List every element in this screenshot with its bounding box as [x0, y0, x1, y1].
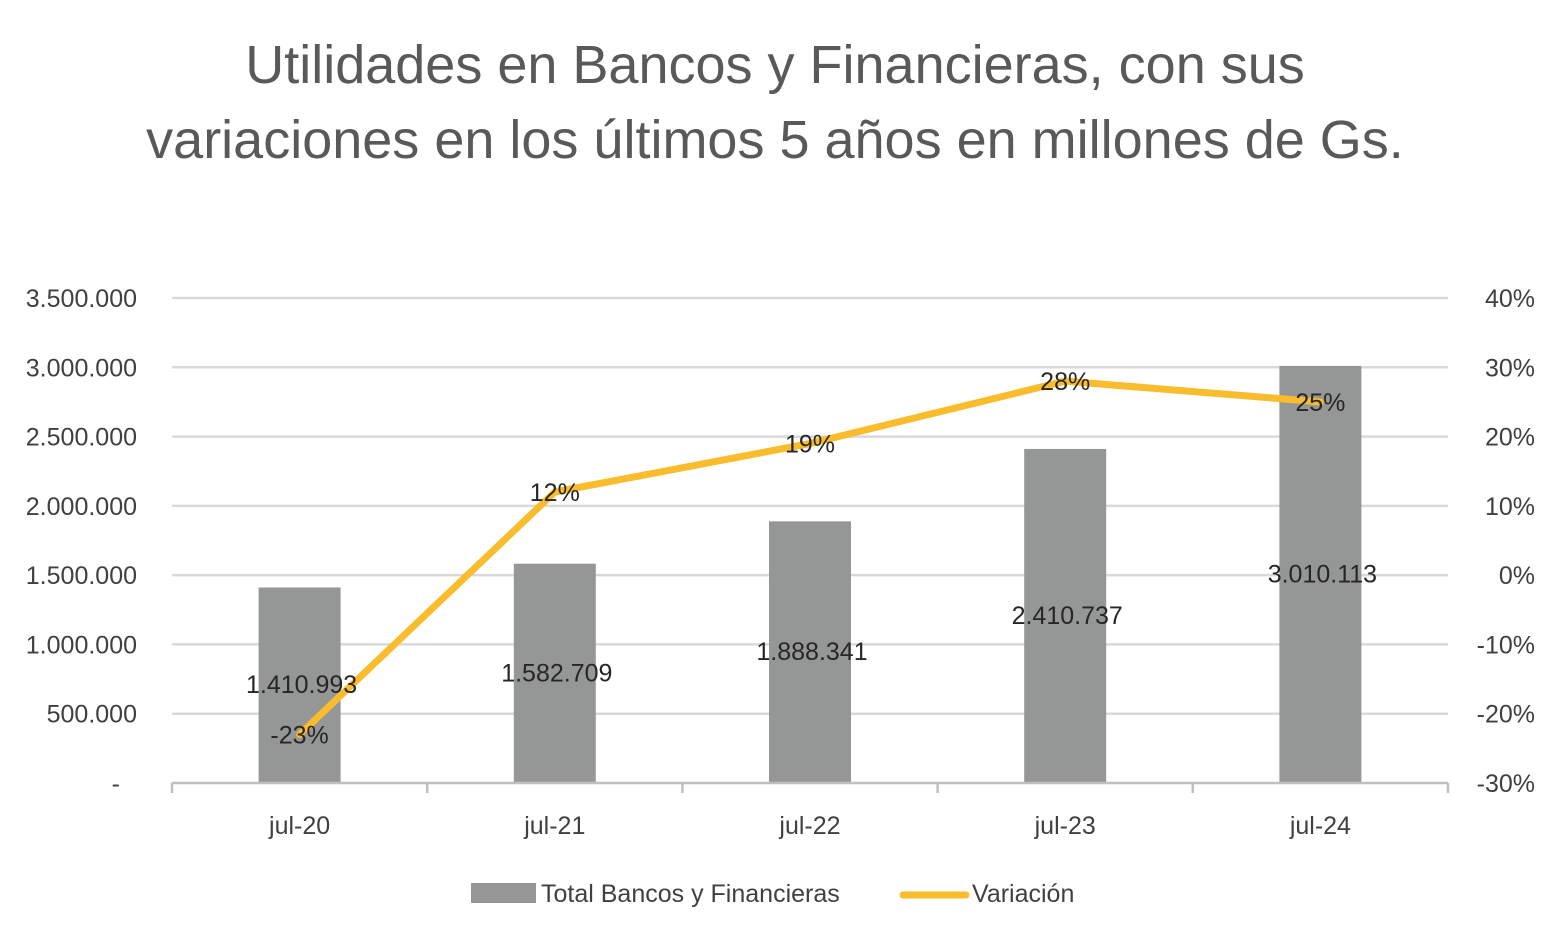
- x-tick-label: jul-20: [268, 812, 330, 840]
- bar-data-label: 3.010.113: [1268, 560, 1377, 588]
- legend-swatch-bars: [471, 883, 536, 903]
- y-left-tick-label: 3.000.000: [26, 354, 137, 382]
- bar: [1024, 448, 1107, 783]
- bar: [513, 563, 596, 783]
- y-left-tick-label: -: [112, 770, 120, 798]
- y-left-tick-label: 1.000.000: [26, 631, 137, 659]
- y-left-tick-label: 1.500.000: [26, 562, 137, 590]
- line-data-label: -23%: [270, 722, 328, 750]
- y-right-tick-label: -10%: [1477, 631, 1535, 659]
- y-right-tick-label: -20%: [1477, 701, 1535, 729]
- legend-label-bars: Total Bancos y Financieras: [541, 880, 840, 908]
- x-tick-label: jul-23: [1034, 812, 1096, 840]
- y-right-tick-label: 10%: [1485, 493, 1535, 521]
- bar: [1279, 365, 1362, 783]
- bar-data-label: 1.888.341: [756, 638, 867, 666]
- line-data-label: 12%: [530, 479, 580, 507]
- y-left-tick-label: 2.000.000: [26, 493, 137, 521]
- y-right-tick-label: 40%: [1485, 285, 1535, 313]
- bar: [258, 587, 341, 783]
- legend-label-line: Variación: [972, 880, 1074, 908]
- bar-series: [258, 365, 1362, 783]
- y-left-tick-label: 500.000: [47, 701, 137, 729]
- line-series: [296, 377, 1324, 738]
- bar: [769, 521, 851, 783]
- line-data-label: 28%: [1040, 368, 1090, 396]
- x-tick-label: jul-21: [523, 812, 585, 840]
- legend: Total Bancos y Financieras Variación: [471, 880, 1074, 908]
- y-right-tick-label: -30%: [1477, 770, 1535, 798]
- x-tick-label: jul-22: [778, 812, 840, 840]
- y-right-tick-label: 30%: [1485, 354, 1535, 382]
- chart-title-wrapper: Utilidades en Bancos y Financieras, con …: [140, 28, 1410, 178]
- data-labels: 1.410.993 1.582.709 1.888.341 2.410.737 3.01…: [246, 368, 1377, 749]
- chart-title: Utilidades en Bancos y Financieras, con …: [146, 35, 1404, 170]
- x-tick-label: jul-24: [1289, 812, 1351, 840]
- bar-data-label: 1.410.993: [246, 671, 357, 699]
- bar-data-label: 2.410.737: [1012, 602, 1123, 630]
- y-right-tick-label: 20%: [1485, 424, 1535, 452]
- line-data-label: 25%: [1295, 389, 1345, 417]
- y-left-tick-label: 3.500.000: [26, 285, 137, 313]
- axes: - 500.000 1.000.000 1.500.000 2.000.000 2.500…: [26, 285, 1535, 840]
- bar-data-label: 1.582.709: [501, 659, 612, 687]
- y-left-tick-label: 2.500.000: [26, 424, 137, 452]
- line-data-label: 19%: [785, 431, 835, 459]
- y-right-tick-label: 0%: [1499, 562, 1535, 590]
